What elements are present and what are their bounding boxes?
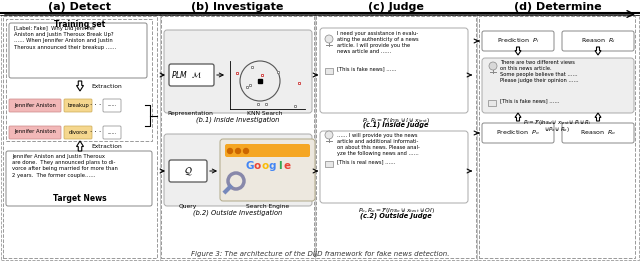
Text: breakup: breakup [67, 103, 89, 108]
Text: Figure 3: The architecture of the DIJD framework for fake news detection.: Figure 3: The architecture of the DIJD f… [191, 251, 449, 257]
Text: · · ·: · · · [90, 129, 102, 135]
Text: Training set: Training set [54, 20, 106, 29]
Text: KNN Search: KNN Search [247, 111, 283, 116]
Text: [Label: Fake]  Why Did Jennifer
Aniston and Justin Theroux Break Up?
…… When Jen: [Label: Fake] Why Did Jennifer Aniston a… [14, 26, 116, 50]
Circle shape [325, 35, 333, 43]
FancyBboxPatch shape [164, 134, 312, 206]
Bar [3, 16, 157, 258]
Text: Extraction: Extraction [91, 84, 122, 88]
Text: (c) Judge: (c) Judge [368, 2, 424, 12]
Text: e: e [284, 161, 291, 171]
Polygon shape [77, 81, 83, 91]
Text: · · ·: · · · [90, 102, 102, 108]
Polygon shape [595, 113, 601, 121]
FancyBboxPatch shape [103, 99, 121, 112]
Bar [325, 68, 333, 74]
Text: (c.2) Outside Judge: (c.2) Outside Judge [360, 212, 432, 219]
Text: [This is fake news] ……: [This is fake news] …… [500, 98, 559, 103]
Text: (c.1) Inside Judge: (c.1) Inside Judge [364, 122, 429, 128]
Text: $\uplus P_o \uplus R_o)$: $\uplus P_o \uplus R_o)$ [544, 125, 570, 134]
FancyBboxPatch shape [225, 144, 310, 157]
FancyBboxPatch shape [9, 126, 61, 139]
Polygon shape [515, 47, 521, 55]
Circle shape [243, 149, 248, 153]
Text: G: G [246, 161, 254, 171]
Text: Search Engine: Search Engine [246, 204, 289, 209]
FancyBboxPatch shape [320, 28, 468, 113]
FancyBboxPatch shape [9, 23, 147, 78]
Text: [This is real news] ……: [This is real news] …… [337, 159, 396, 164]
FancyBboxPatch shape [169, 160, 207, 182]
Text: o: o [261, 161, 269, 171]
FancyBboxPatch shape [64, 99, 92, 112]
FancyBboxPatch shape [164, 30, 312, 113]
FancyBboxPatch shape [103, 126, 121, 139]
FancyBboxPatch shape [482, 123, 554, 143]
Text: $P_i, R_i = \mathcal{F}(Ins_i \uplus \mathbb{I} \uplus x_{test})$: $P_i, R_i = \mathcal{F}(Ins_i \uplus \ma… [362, 116, 430, 125]
Bar [479, 16, 635, 258]
Text: ......: ...... [108, 103, 116, 108]
Text: I need your assistance in evalu-
ating the authenticity of a news
article. I wil: I need your assistance in evalu- ating t… [337, 31, 419, 54]
Text: (d) Determine: (d) Determine [514, 2, 602, 12]
FancyBboxPatch shape [6, 151, 152, 206]
Bar [316, 16, 476, 258]
Text: $P_o, R_o = \mathcal{F}(Ins_o \uplus x_{test} \uplus OI)$: $P_o, R_o = \mathcal{F}(Ins_o \uplus x_{… [358, 206, 435, 215]
Text: l: l [278, 161, 282, 171]
Circle shape [489, 62, 497, 70]
Bar [488, 100, 496, 106]
FancyBboxPatch shape [9, 99, 61, 112]
Text: (b.1) Inside Investigation: (b.1) Inside Investigation [196, 116, 279, 123]
Text: Jennifer Aniston: Jennifer Aniston [14, 129, 56, 134]
Circle shape [236, 149, 241, 153]
Bar [325, 161, 333, 167]
Text: (b.2) Outside Investigation: (b.2) Outside Investigation [193, 209, 282, 216]
Text: $\mathcal{Q}$: $\mathcal{Q}$ [184, 165, 193, 177]
Text: Representation: Representation [167, 111, 213, 116]
FancyBboxPatch shape [562, 31, 634, 51]
Text: PLM  $\mathcal{M}$: PLM $\mathcal{M}$ [171, 69, 202, 80]
Text: Jennifer Aniston: Jennifer Aniston [14, 103, 56, 108]
FancyBboxPatch shape [320, 131, 468, 203]
FancyBboxPatch shape [482, 31, 554, 51]
Text: $P_f = \mathcal{F}(Ins_d \uplus x_{test} \uplus P_i \uplus R_i$: $P_f = \mathcal{F}(Ins_d \uplus x_{test}… [523, 118, 591, 127]
Text: Target News: Target News [53, 194, 107, 203]
Text: ......: ...... [108, 129, 116, 134]
Polygon shape [595, 47, 601, 55]
Text: Query: Query [179, 204, 197, 209]
Text: Extraction: Extraction [91, 144, 122, 149]
FancyBboxPatch shape [482, 58, 634, 113]
Text: [This is fake news] ……: [This is fake news] …… [337, 66, 397, 71]
Text: There are two different views
on this news article.
Some people believe that ……
: There are two different views on this ne… [500, 60, 579, 83]
Text: divorce: divorce [68, 129, 88, 134]
FancyBboxPatch shape [220, 139, 315, 201]
Text: o: o [254, 161, 261, 171]
Text: Jennifer Aniston and Justin Theroux
are done.  They announced plans to di-
vorce: Jennifer Aniston and Justin Theroux are … [12, 154, 118, 177]
Text: Reason  $\boldsymbol{R_i}$: Reason $\boldsymbol{R_i}$ [580, 37, 615, 45]
Text: Prediction  $\boldsymbol{P_o}$: Prediction $\boldsymbol{P_o}$ [496, 129, 540, 138]
Circle shape [227, 149, 232, 153]
Text: Prediction  $\boldsymbol{P_i}$: Prediction $\boldsymbol{P_i}$ [497, 37, 539, 45]
Text: …… I will provide you the news
article and additional informati-
on about this n: …… I will provide you the news article a… [337, 133, 420, 156]
Bar [6, 19, 152, 141]
FancyBboxPatch shape [169, 64, 214, 86]
FancyBboxPatch shape [64, 126, 92, 139]
Polygon shape [515, 113, 521, 121]
FancyBboxPatch shape [562, 123, 634, 143]
Circle shape [325, 131, 333, 139]
Text: g: g [269, 161, 276, 171]
Polygon shape [77, 141, 83, 151]
Text: (b) Investigate: (b) Investigate [191, 2, 283, 12]
Text: (a) Detect: (a) Detect [49, 2, 111, 12]
Text: Reason  $\boldsymbol{R_o}$: Reason $\boldsymbol{R_o}$ [580, 129, 616, 138]
Bar [161, 16, 314, 258]
